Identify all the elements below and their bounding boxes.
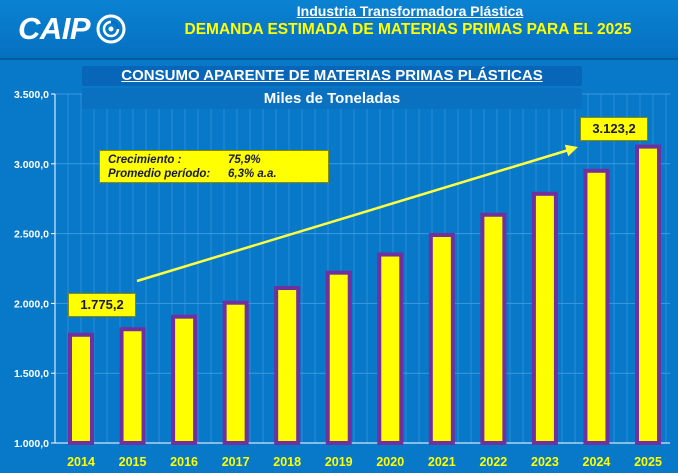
x-tick-label: 2020: [376, 455, 404, 469]
y-tick-label: 2.000,0: [14, 298, 49, 310]
bar-2025: [635, 144, 661, 445]
header-title: DEMANDA ESTIMADA DE MATERIAS PRIMAS PARA…: [184, 21, 632, 38]
growth-value: 75,9%: [228, 154, 261, 166]
y-tick-label: 3.500,0: [14, 89, 49, 101]
header-bar: CAIP Industria Transformadora Plástica D…: [0, 0, 678, 60]
x-tick-label: 2019: [325, 455, 353, 469]
x-axis-labels: 2014 2015 2016 2017 2018 2019 2020 2021 2022 2023…: [67, 455, 662, 469]
bars: [68, 144, 661, 446]
average-label: Promedio período:: [108, 168, 211, 180]
bar-2022: [480, 212, 507, 445]
arrow-line: [136, 147, 573, 283]
y-axis: 1.000,0 1.500,0 2.000,0 2.500,0 3.000,0 3.500…: [14, 89, 670, 450]
arrow-head: [564, 144, 578, 157]
grid-lines: [54, 93, 670, 444]
caip-logo: CAIP: [18, 11, 126, 46]
callout-end-value: 3.123,2: [580, 117, 648, 141]
y-tick-label: 2.500,0: [14, 229, 49, 241]
x-tick-label: 2025: [634, 455, 662, 469]
growth-arrow: [136, 144, 578, 283]
x-tick-label: 2016: [170, 455, 198, 469]
growth-info-box: Crecimiento : 75,9% Promedio período: 6,…: [99, 150, 329, 183]
x-tick-label: 2018: [273, 455, 301, 469]
bar-2018: [274, 286, 301, 445]
bar-2016: [171, 314, 198, 445]
caip-emblem-icon: [96, 14, 126, 44]
bar-2017: [222, 300, 249, 445]
bar-2023: [531, 191, 558, 445]
bar-2021: [428, 232, 455, 445]
logo-text: CAIP: [18, 11, 91, 46]
y-tick-label: 3.000,0: [14, 159, 49, 171]
bar-2019: [325, 270, 352, 445]
x-tick-label: 2023: [531, 455, 559, 469]
chart-subtitle: Miles de Toneladas: [82, 88, 582, 109]
bar-2014: [68, 332, 94, 445]
x-tick-label: 2022: [479, 455, 507, 469]
growth-label: Crecimiento :: [108, 154, 182, 166]
x-tick-label: 2017: [222, 455, 250, 469]
x-tick-label: 2014: [67, 455, 95, 469]
bar-2015: [119, 327, 146, 446]
y-tick-label: 1.000,0: [14, 438, 49, 450]
x-tick-label: 2024: [583, 455, 611, 469]
bar-2020: [377, 252, 404, 445]
y-tick-label: 1.500,0: [14, 368, 49, 380]
x-tick-label: 2021: [428, 455, 456, 469]
header-subtitle: Industria Transformadora Plástica: [296, 3, 524, 19]
bar-2024: [583, 168, 610, 445]
average-value: 6,3% a.a.: [228, 168, 277, 180]
callout-start-value: 1.775,2: [68, 293, 136, 317]
x-tick-label: 2015: [119, 455, 147, 469]
chart-title: CONSUMO APARENTE DE MATERIAS PRIMAS PLÁS…: [82, 66, 582, 86]
